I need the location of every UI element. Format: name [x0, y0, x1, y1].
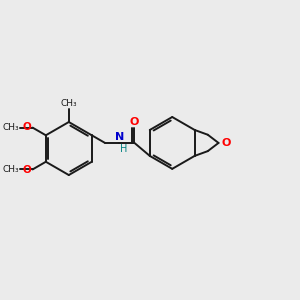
Text: O: O	[221, 138, 231, 148]
Text: O: O	[22, 165, 32, 175]
Text: O: O	[130, 117, 139, 127]
Text: O: O	[22, 122, 32, 132]
Text: CH₃: CH₃	[2, 123, 19, 132]
Text: CH₃: CH₃	[61, 100, 77, 109]
Text: H: H	[120, 144, 128, 154]
Text: CH₃: CH₃	[2, 165, 19, 174]
Text: N: N	[115, 132, 124, 142]
